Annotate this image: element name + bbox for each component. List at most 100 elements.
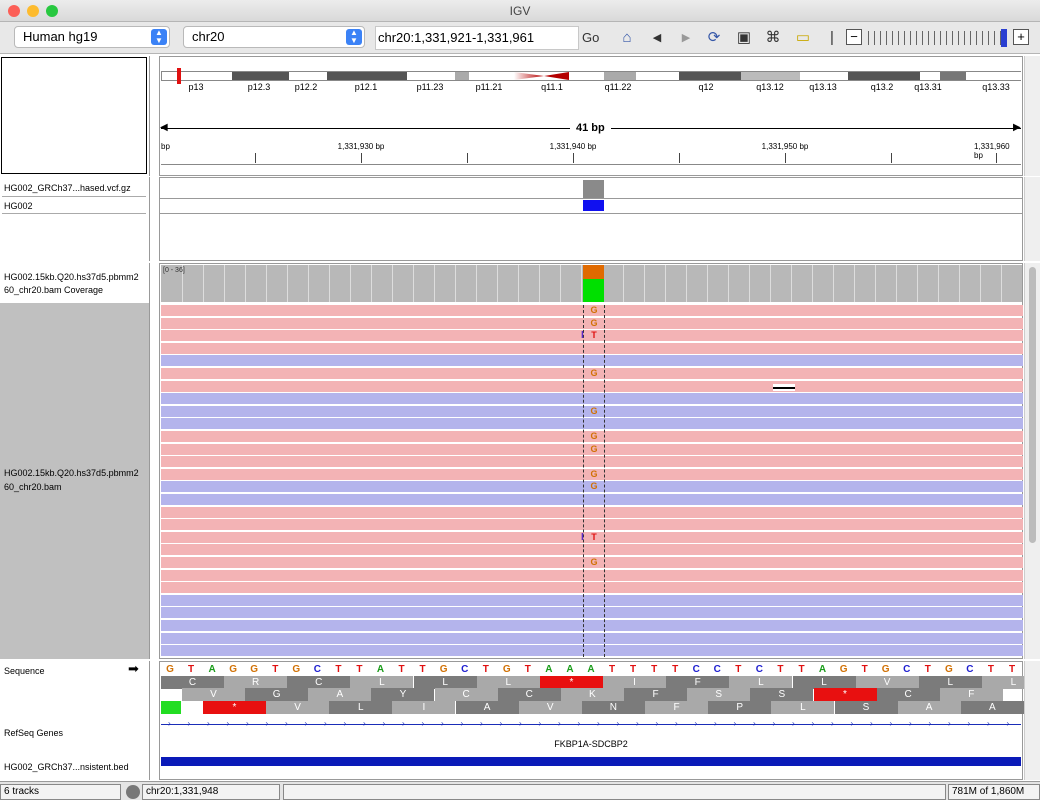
- amino-acid: S: [834, 701, 898, 714]
- strand-chevron-icon: ›: [226, 719, 230, 728]
- coverage-allele-g[interactable]: [583, 265, 604, 279]
- minimize-window-button[interactable]: [27, 5, 39, 17]
- reference-base: T: [608, 664, 616, 675]
- vcf-scrollbar: [1024, 177, 1040, 261]
- read[interactable]: [161, 431, 1023, 442]
- read[interactable]: [161, 506, 1023, 518]
- zoom-in-button[interactable]: +: [1013, 29, 1029, 45]
- band-label: p13: [188, 82, 204, 92]
- strand-chevron-icon: ›: [831, 719, 834, 728]
- read[interactable]: [161, 607, 1023, 619]
- read[interactable]: [161, 355, 1023, 367]
- refseq-track-name[interactable]: RefSeq Genes: [4, 728, 64, 738]
- scrollbar-thumb[interactable]: [1029, 267, 1036, 543]
- read[interactable]: [161, 443, 1023, 455]
- band-label: q11.22: [604, 82, 632, 92]
- coverage-allele-a[interactable]: [583, 279, 604, 302]
- amino-acid: V: [518, 701, 582, 714]
- back-icon[interactable]: ◀: [652, 32, 662, 44]
- home-icon[interactable]: ⌂: [622, 29, 632, 46]
- coverage-track-name[interactable]: HG002.15kb.Q20.hs37d5.pbmm2: [4, 272, 139, 282]
- reference-base: A: [376, 664, 385, 675]
- amino-acid: K: [560, 688, 624, 701]
- coverage-bin-divider: [665, 265, 666, 302]
- read[interactable]: [161, 317, 1023, 329]
- chromosome-select[interactable]: chr20 ▲ ▼: [183, 26, 365, 48]
- coverage-bin-divider: [476, 265, 477, 302]
- read[interactable]: [161, 620, 1023, 631]
- reference-base: G: [229, 664, 238, 675]
- read[interactable]: [161, 393, 1023, 405]
- locus-input[interactable]: chr20:1,331,921-1,331,961: [375, 26, 579, 50]
- read-mismatch-base: T: [591, 330, 597, 341]
- read[interactable]: [161, 305, 1023, 316]
- alignment-scrollbar[interactable]: [1024, 263, 1040, 659]
- vcf-track-name[interactable]: HG002_GRCh37...hased.vcf.gz: [4, 183, 131, 193]
- read[interactable]: [161, 531, 1023, 543]
- reference-base: G: [439, 664, 448, 675]
- chromosome-ideogram[interactable]: [161, 68, 1021, 84]
- read[interactable]: [161, 468, 1023, 480]
- read[interactable]: [161, 569, 1023, 581]
- reference-base: G: [292, 664, 301, 675]
- read[interactable]: [161, 342, 1023, 354]
- zoom-window-button[interactable]: [46, 5, 58, 17]
- band-label: q13.2: [870, 82, 894, 92]
- zoom-slider[interactable]: [868, 31, 1004, 45]
- separator-icon: |: [830, 29, 834, 46]
- read[interactable]: [161, 418, 1023, 430]
- reference-base: T: [630, 664, 637, 675]
- read[interactable]: [161, 456, 1023, 468]
- coverage-bin-divider: [623, 265, 624, 302]
- window-title: IGV: [509, 4, 531, 18]
- alignment-reads[interactable]: [161, 305, 1023, 657]
- go-button[interactable]: Go: [582, 30, 600, 45]
- band-label: p11.21: [475, 82, 503, 92]
- read[interactable]: [161, 519, 1023, 531]
- activity-icon: [126, 785, 140, 799]
- sequence-track-name[interactable]: Sequence: [4, 666, 45, 676]
- read[interactable]: [161, 405, 1023, 417]
- memory-readout[interactable]: 781M of 1,860M: [948, 784, 1040, 800]
- bed-track-name[interactable]: HG002_GRCh37...nsistent.bed: [4, 762, 129, 772]
- close-window-button[interactable]: [8, 5, 20, 17]
- popup-info-icon[interactable]: ▭: [795, 29, 811, 46]
- insertion-marker[interactable]: I: [581, 531, 584, 543]
- read[interactable]: [161, 594, 1023, 606]
- coverage-track-name-2: 60_chr20.bam Coverage: [4, 285, 104, 295]
- refresh-icon[interactable]: ⟳: [707, 29, 721, 46]
- read[interactable]: [161, 544, 1023, 556]
- bam-track-name[interactable]: HG002.15kb.Q20.hs37d5.pbmm2: [4, 468, 139, 478]
- center-line-left: [583, 305, 584, 657]
- read[interactable]: [161, 494, 1023, 505]
- variant-site[interactable]: [583, 180, 604, 198]
- forward-icon[interactable]: ▶: [681, 32, 691, 44]
- reference-base: T: [735, 664, 742, 675]
- gene-name[interactable]: FKBP1A-SDCBP2: [554, 739, 628, 749]
- genotype-call[interactable]: [583, 200, 604, 211]
- genome-select[interactable]: Human hg19 ▲ ▼: [14, 26, 170, 48]
- strand-chevron-icon: ›: [402, 719, 405, 728]
- read[interactable]: [161, 557, 1023, 568]
- read[interactable]: [161, 330, 1023, 342]
- vcf-sample-name[interactable]: HG002: [4, 201, 33, 211]
- insertion-marker[interactable]: I: [581, 330, 584, 342]
- read[interactable]: [161, 645, 1023, 657]
- zoom-slider-thumb[interactable]: [1001, 29, 1007, 47]
- strand-arrow-icon[interactable]: ➡: [128, 661, 139, 676]
- gene-intron-line[interactable]: [161, 724, 1021, 725]
- coverage-bin-divider: [329, 265, 330, 302]
- region-of-interest-icon[interactable]: ⌘: [765, 29, 781, 46]
- read[interactable]: [161, 632, 1023, 644]
- read[interactable]: [161, 368, 1023, 379]
- read-mismatch-base: G: [590, 405, 598, 416]
- amino-acid: L: [329, 701, 393, 714]
- read[interactable]: [161, 582, 1023, 594]
- zoom-out-button[interactable]: −: [846, 29, 862, 45]
- bed-feature[interactable]: [161, 757, 1021, 766]
- read[interactable]: [161, 481, 1023, 493]
- updown-icon: ▲ ▼: [151, 29, 167, 45]
- read[interactable]: [161, 380, 1023, 392]
- resize-to-window-icon[interactable]: ▣: [736, 29, 752, 46]
- strand-chevron-icon: ›: [421, 719, 425, 728]
